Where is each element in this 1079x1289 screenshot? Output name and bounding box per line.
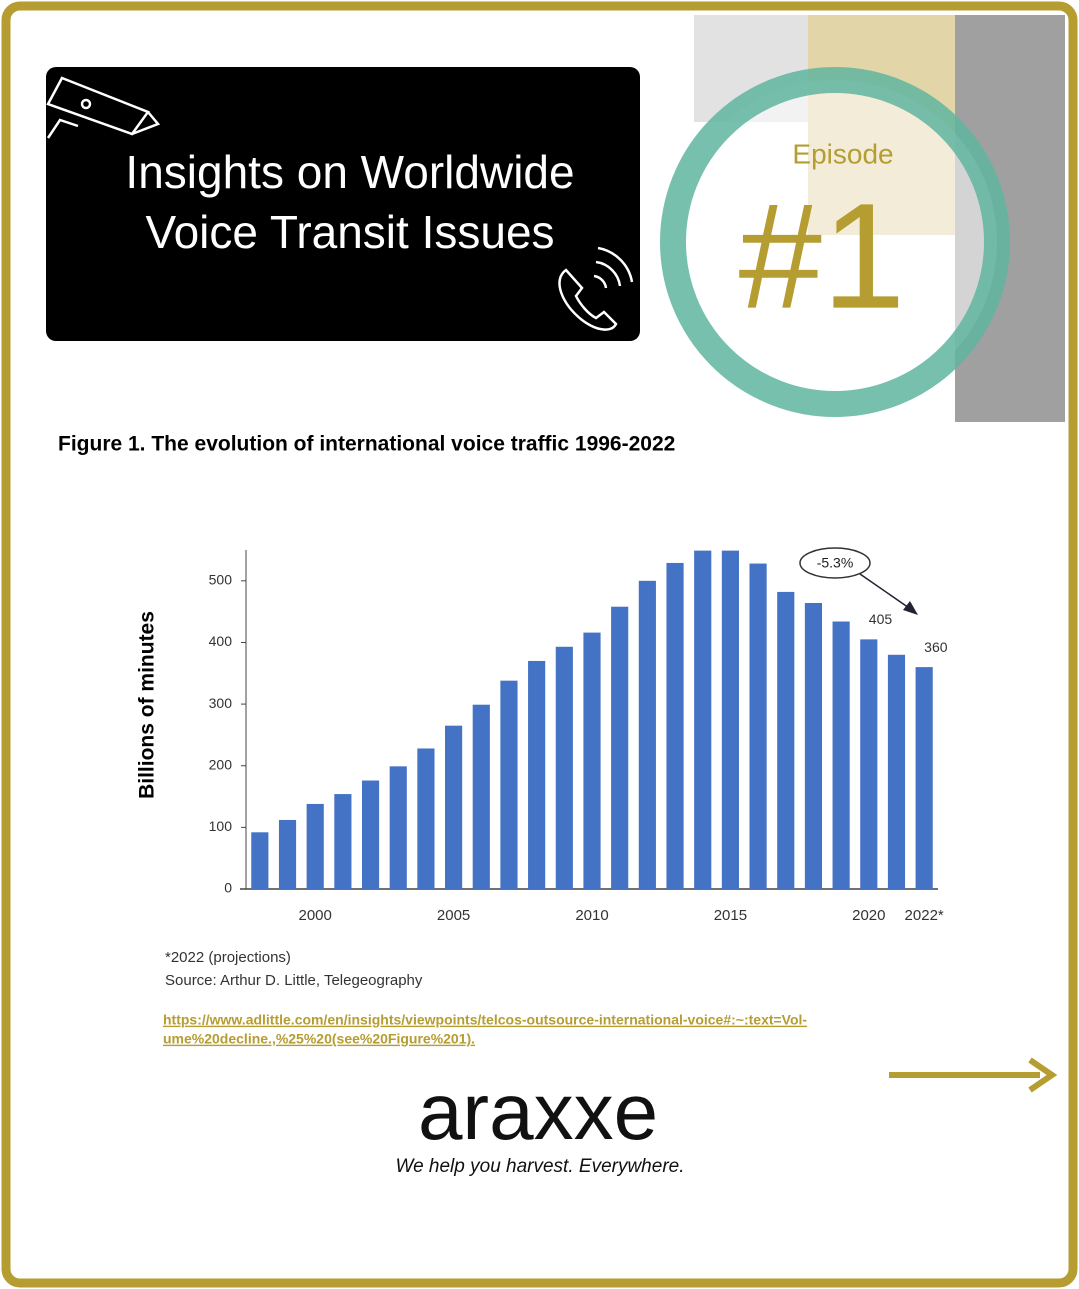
x-tick-label: 2000 [299,907,332,924]
title-line: Insights on Worldwide [125,146,574,198]
bar [445,725,463,889]
next-arrowhead [1028,1057,1058,1093]
figure-title: Figure 1. The evolution of international… [58,433,675,456]
bar [251,832,269,889]
source-link[interactable]: ume%20decline.,%25%20(see%20Figure%201). [163,1031,475,1047]
source-link[interactable]: https://www.adlittle.com/en/insights/vie… [163,1012,807,1028]
bar [777,591,795,889]
bar [334,794,352,889]
bar [278,819,297,889]
bar [638,580,656,889]
bar [804,603,823,889]
y-tick-label: 100 [209,818,233,834]
tagline: We help you harvest. Everywhere. [395,1156,684,1177]
x-tick-label: 2020 [852,907,885,924]
bar [915,667,933,889]
bar [860,639,878,889]
episode-number: #1 [739,172,906,340]
y-tick-label: 500 [209,572,233,588]
phone-icon [558,246,634,331]
bar [417,748,435,889]
bar [832,621,850,889]
x-tick-label: 2022* [905,907,944,924]
bar [528,660,546,889]
y-tick-label: 400 [209,633,233,649]
annotation-bubble [799,547,871,579]
annotation-arrowhead [903,601,918,615]
annotation: -5.3% [817,555,854,571]
y-axis-label: Billions of minutes [136,611,159,799]
title-line: Voice Transit Issues [145,206,554,258]
bar [500,680,518,889]
annotation-arrow [859,573,913,611]
bar [361,780,380,889]
logo: araxxe [418,1067,658,1156]
data-label: 405 [869,611,893,627]
x-tick-label: 2010 [575,907,608,924]
title-box [46,67,640,341]
note: *2022 (projections) [165,949,291,966]
data-label: 360 [924,639,948,655]
bar [666,562,684,889]
bar [694,550,712,889]
bar [721,550,739,889]
bar [555,646,573,889]
bar [583,632,601,889]
bar [306,803,324,889]
episode-label: Episode [792,138,893,169]
bar [611,606,629,889]
x-tick-label: 2005 [437,907,470,924]
y-tick-label: 200 [209,756,233,772]
y-tick-label: 0 [224,880,232,896]
camera-icon [46,76,161,139]
episode-ring [660,67,1010,417]
bar [887,654,906,889]
note: Source: Arthur D. Little, Telegeography [165,972,423,989]
y-tick-label: 300 [209,695,233,711]
x-tick-label: 2015 [714,907,747,924]
bar [389,766,407,889]
bar [749,563,767,889]
bar [472,704,490,889]
